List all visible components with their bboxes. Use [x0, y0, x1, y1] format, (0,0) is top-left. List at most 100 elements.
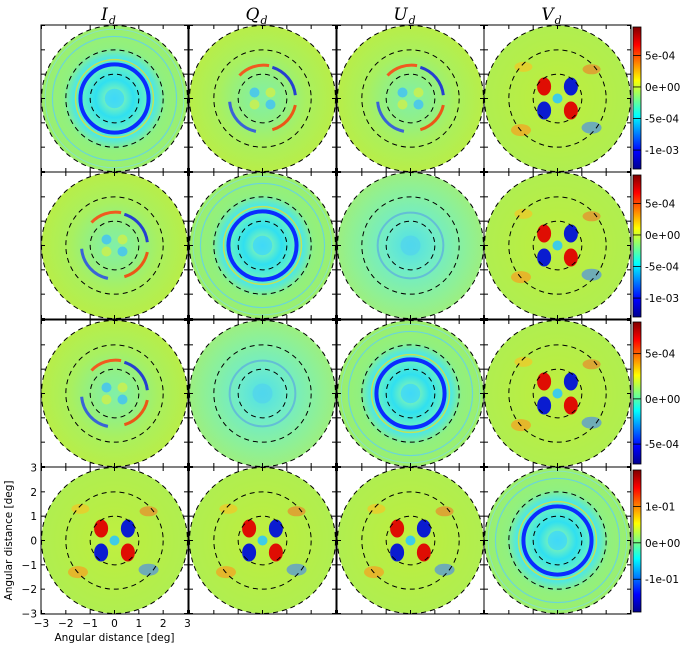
y-tick-label: 3 — [30, 463, 37, 475]
center-lobe — [413, 99, 424, 110]
center-spot — [547, 530, 568, 551]
panel-r3-c2 — [188, 319, 337, 468]
faint-ring — [228, 359, 297, 428]
arc-red — [238, 63, 270, 77]
panel-r2-c1 — [40, 171, 189, 320]
lobe-blue — [537, 396, 552, 415]
dashed-contour — [361, 491, 460, 590]
colorbar-tick-label: -1e-03 — [645, 293, 679, 305]
outer-lobe — [287, 506, 306, 517]
outer-lobe — [139, 506, 158, 517]
outer-ring — [44, 28, 185, 169]
column-title: Id — [100, 5, 116, 27]
colorbars: 5e-04 0e+00 -5e-04 -1e-03 5e-04 0e+00 -5e-04 -1… — [632, 26, 680, 613]
dashed-contour — [237, 73, 288, 124]
center-lobe — [101, 246, 112, 257]
lobe-red — [242, 519, 257, 538]
main-ring — [226, 209, 299, 282]
x-tick-label: 3 — [184, 618, 191, 630]
dashed-contour — [213, 491, 312, 590]
arc-blue — [123, 212, 149, 243]
outer-lobe — [286, 563, 307, 576]
center-spot — [252, 383, 273, 404]
colorbar-tick-label: 0e+00 — [645, 82, 680, 94]
colorbar-row4: 1e-01 0e+00 -1e-01 — [632, 469, 680, 613]
lobe-blue — [537, 248, 552, 267]
dashed-contour — [89, 73, 140, 124]
y-tick-label: 0 — [30, 536, 37, 548]
arc-blue — [271, 65, 297, 96]
colorbar-tick-label: -1e-01 — [645, 574, 679, 586]
sky-disk — [41, 172, 188, 319]
lobe-blue — [416, 519, 431, 538]
dashed-contour — [532, 368, 583, 419]
lobe-red — [563, 101, 578, 120]
dashed-contour — [89, 515, 140, 566]
ring-halo — [517, 500, 598, 581]
outer-ring — [340, 323, 481, 464]
center-lobe — [117, 246, 128, 257]
lobe-red — [537, 77, 552, 96]
lobe-red — [94, 519, 109, 538]
center-spot — [552, 388, 563, 399]
dashed-contour — [65, 344, 164, 443]
lobe-red — [563, 248, 578, 267]
lobe-blue — [390, 543, 405, 562]
dashed-contour — [237, 220, 288, 271]
colorbar-tick-label: -5e-04 — [645, 262, 679, 274]
center-spot — [400, 235, 421, 256]
lobe-blue — [537, 101, 552, 120]
panel-r1-c2 — [188, 24, 337, 173]
colorbar-tick-label: 5e-04 — [645, 349, 676, 361]
colorbar-tick-label: 5e-04 — [645, 198, 676, 210]
faint-ring — [376, 211, 445, 280]
panel-r4-c3 — [336, 466, 485, 615]
column-title: Qd — [246, 5, 268, 27]
arc-blue — [80, 396, 109, 428]
panel-r3-c1 — [40, 319, 189, 468]
colorbar — [632, 174, 642, 318]
dashed-contour — [385, 220, 436, 271]
center-spot — [405, 535, 416, 546]
panel-r4-c1 — [40, 466, 189, 615]
panel-r4-c2 — [188, 466, 337, 615]
ring-halo — [74, 58, 155, 139]
dashed-contour — [65, 49, 164, 148]
outer-lobe — [435, 506, 454, 517]
column-title: Ud — [393, 5, 415, 27]
colorbar — [632, 26, 642, 170]
text-layer: Id Qd Ud Vd −3 −2 −1 0 1 2 3 3 2 1 0 −1 −2 −3 Angular dist… — [3, 5, 562, 644]
colorbar-tick-label: 5e-04 — [645, 50, 676, 62]
dashed-contour — [508, 196, 607, 295]
dashed-contour — [361, 344, 460, 443]
lobe-red — [537, 372, 552, 391]
dashed-contour — [385, 515, 436, 566]
center-lobe — [117, 234, 128, 245]
y-tick-label: 1 — [30, 511, 37, 523]
x-tick-label: 2 — [160, 618, 167, 630]
dashed-contour — [65, 196, 164, 295]
panel-r4-c4 — [483, 466, 632, 615]
center-lobe — [117, 394, 128, 405]
outer-ring — [51, 35, 178, 162]
dashed-contour — [532, 220, 583, 271]
dashed-contour — [508, 491, 607, 590]
center-spot — [400, 383, 421, 404]
colorbar — [632, 321, 642, 465]
center-lobe — [397, 99, 408, 110]
arc-blue — [80, 248, 109, 280]
outer-ring — [199, 182, 326, 309]
dashed-contour — [213, 49, 312, 148]
y-tick-label: −1 — [22, 560, 37, 572]
outer-lobe — [582, 359, 601, 370]
panel-r2-c2 — [188, 171, 337, 320]
center-lobe — [101, 382, 112, 393]
x-tick-label: −2 — [58, 618, 73, 630]
center-lobe — [249, 99, 260, 110]
x-tick-label: −1 — [82, 618, 97, 630]
lobe-blue — [120, 519, 135, 538]
x-tick-label: 0 — [111, 618, 118, 630]
colorbar-tick-label: 1e-01 — [645, 501, 675, 513]
dashed-contour — [532, 515, 583, 566]
